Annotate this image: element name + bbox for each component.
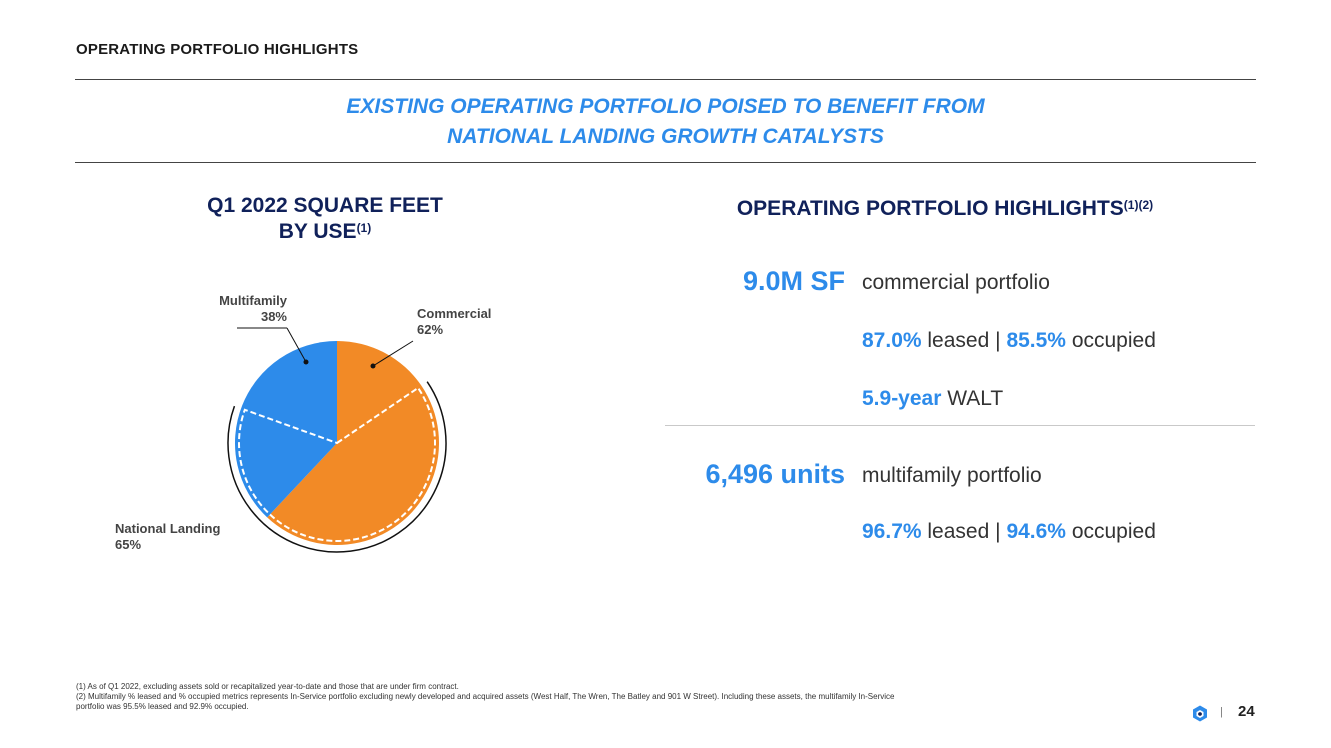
commercial-label-name: Commercial: [417, 306, 492, 321]
pie-slices: [235, 341, 439, 545]
commercial-label-value: 62%: [417, 322, 444, 337]
highlights-title-footnote: (1)(2): [1123, 198, 1154, 212]
multifamily-label-value: 38%: [260, 309, 287, 324]
commercial-walt-word: WALT: [947, 387, 1004, 410]
commercial-leader-dot: [370, 363, 376, 369]
chart-title: Q1 2022 SQUARE FEET BY USE(1): [150, 193, 500, 245]
commercial-occupied-word: occupied: [1071, 329, 1156, 352]
chart-title-line-2: BY USE: [278, 220, 357, 243]
pie-slice-multifamily: [235, 341, 337, 518]
multifamily-occupied-value: 94.6%: [1006, 520, 1066, 543]
multifamily-occupied-word: occupied: [1071, 520, 1156, 543]
highlights-title-text: OPERATING PORTFOLIO HIGHLIGHTS: [736, 197, 1124, 220]
tagline-line-2: NATIONAL LANDING GROWTH CATALYSTS: [447, 125, 884, 148]
commercial-leased-value: 87.0%: [862, 329, 922, 352]
commercial-walt-value: 5.9-year: [862, 387, 942, 410]
national-landing-label-name: National Landing: [115, 521, 221, 536]
multifamily-leader-dot: [303, 359, 309, 365]
multifamily-units-stat: 6,496 units: [705, 459, 845, 489]
national-landing-label: National Landing 65%: [115, 521, 220, 553]
page-number: 24: [1238, 703, 1255, 720]
commercial-sf-stat: 9.0M SF: [742, 266, 845, 296]
national-landing-dashed-outline: [238, 386, 436, 542]
commercial-separator: |: [995, 329, 1001, 352]
tagline-divider: [75, 162, 1256, 163]
multifamily-leased-value: 96.7%: [862, 520, 922, 543]
hexagon-logo-icon: [1193, 705, 1207, 722]
footer-separator: |: [1220, 706, 1223, 718]
commercial-leader-line: [372, 340, 414, 367]
page-header: OPERATING PORTFOLIO HIGHLIGHTS: [76, 41, 359, 58]
footnote-2-continued: portfolio was 95.5% leased and 92.9% occ…: [76, 702, 249, 711]
highlights-title: OPERATING PORTFOLIO HIGHLIGHTS(1)(2): [665, 196, 1225, 222]
footnote-2: (2) Multifamily % leased and % occupied …: [76, 692, 895, 701]
multifamily-leased-word: leased: [927, 520, 990, 543]
commercial-leased-word: leased: [927, 329, 990, 352]
commercial-label: Commercial 62%: [417, 306, 491, 338]
multifamily-label: Multifamily 38%: [190, 293, 287, 325]
multifamily-separator: |: [995, 520, 1001, 543]
multifamily-occupancy: 96.7% leased | 94.6% occupied: [862, 520, 1156, 544]
footnotes: (1) As of Q1 2022, excluding assets sold…: [76, 682, 1176, 712]
highlights-divider: [665, 425, 1255, 426]
pie-leaders: [237, 327, 414, 369]
national-landing-label-value: 65%: [115, 537, 142, 552]
commercial-occupied-value: 85.5%: [1006, 329, 1066, 352]
commercial-walt: 5.9-year WALT: [862, 387, 1003, 411]
chart-title-line-1: Q1 2022 SQUARE FEET: [207, 194, 443, 217]
multifamily-label-name: Multifamily: [219, 293, 287, 308]
multifamily-leader-line: [286, 327, 307, 363]
commercial-occupancy: 87.0% leased | 85.5% occupied: [862, 329, 1156, 353]
tagline: EXISTING OPERATING PORTFOLIO POISED TO B…: [75, 92, 1256, 152]
header-divider: [75, 79, 1256, 80]
tagline-line-1: EXISTING OPERATING PORTFOLIO POISED TO B…: [346, 95, 985, 118]
commercial-desc: commercial portfolio: [862, 271, 1050, 294]
multifamily-desc: multifamily portfolio: [862, 464, 1042, 487]
pie-slice-commercial: [267, 341, 439, 545]
national-landing-outer-arc: [227, 381, 447, 553]
footnote-1: (1) As of Q1 2022, excluding assets sold…: [76, 682, 459, 691]
chart-title-footnote: (1): [356, 221, 372, 235]
pie-overlay: [227, 381, 447, 553]
